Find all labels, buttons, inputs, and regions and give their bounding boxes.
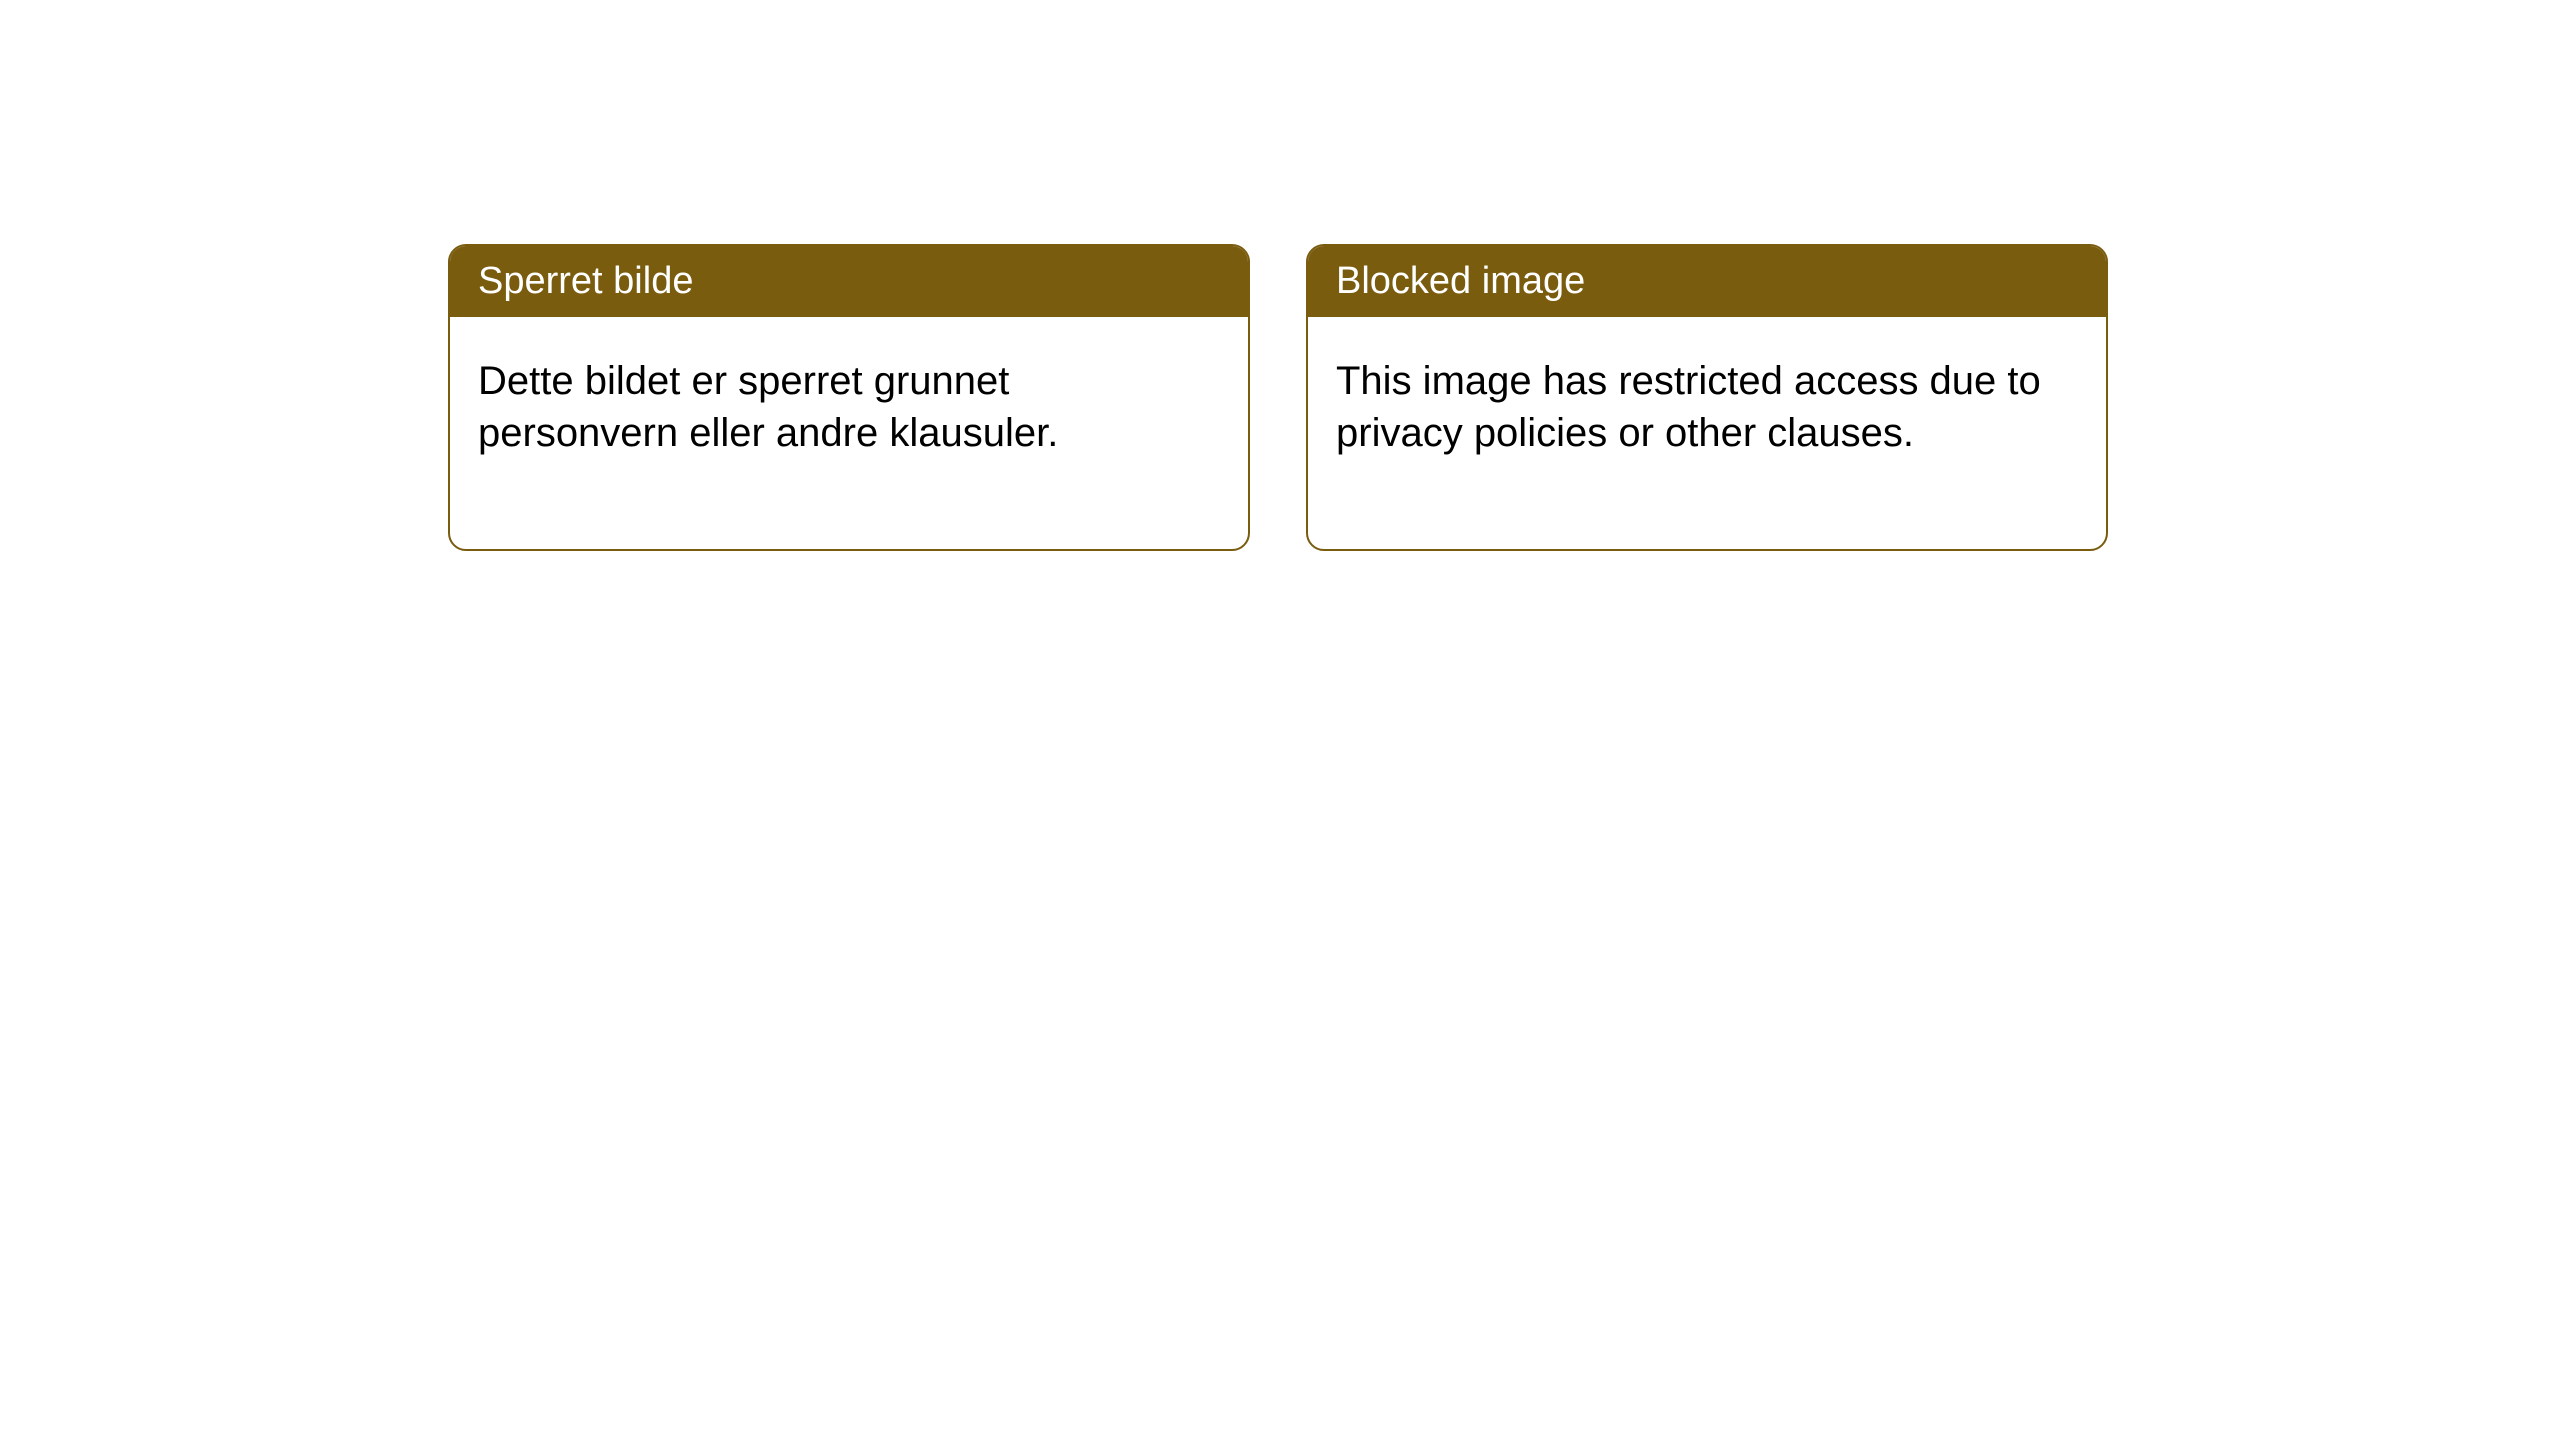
card-header-no: Sperret bilde [450,246,1248,317]
blocked-image-card-en: Blocked image This image has restricted … [1306,244,2108,551]
card-message-en: This image has restricted access due to … [1336,359,2041,455]
card-body-en: This image has restricted access due to … [1308,317,2106,549]
card-body-no: Dette bildet er sperret grunnet personve… [450,317,1248,549]
blocked-image-card-no: Sperret bilde Dette bildet er sperret gr… [448,244,1250,551]
card-header-en: Blocked image [1308,246,2106,317]
blocked-image-notices: Sperret bilde Dette bildet er sperret gr… [448,244,2108,551]
card-title-no: Sperret bilde [478,260,693,302]
card-message-no: Dette bildet er sperret grunnet personve… [478,359,1058,455]
card-title-en: Blocked image [1336,260,1585,302]
